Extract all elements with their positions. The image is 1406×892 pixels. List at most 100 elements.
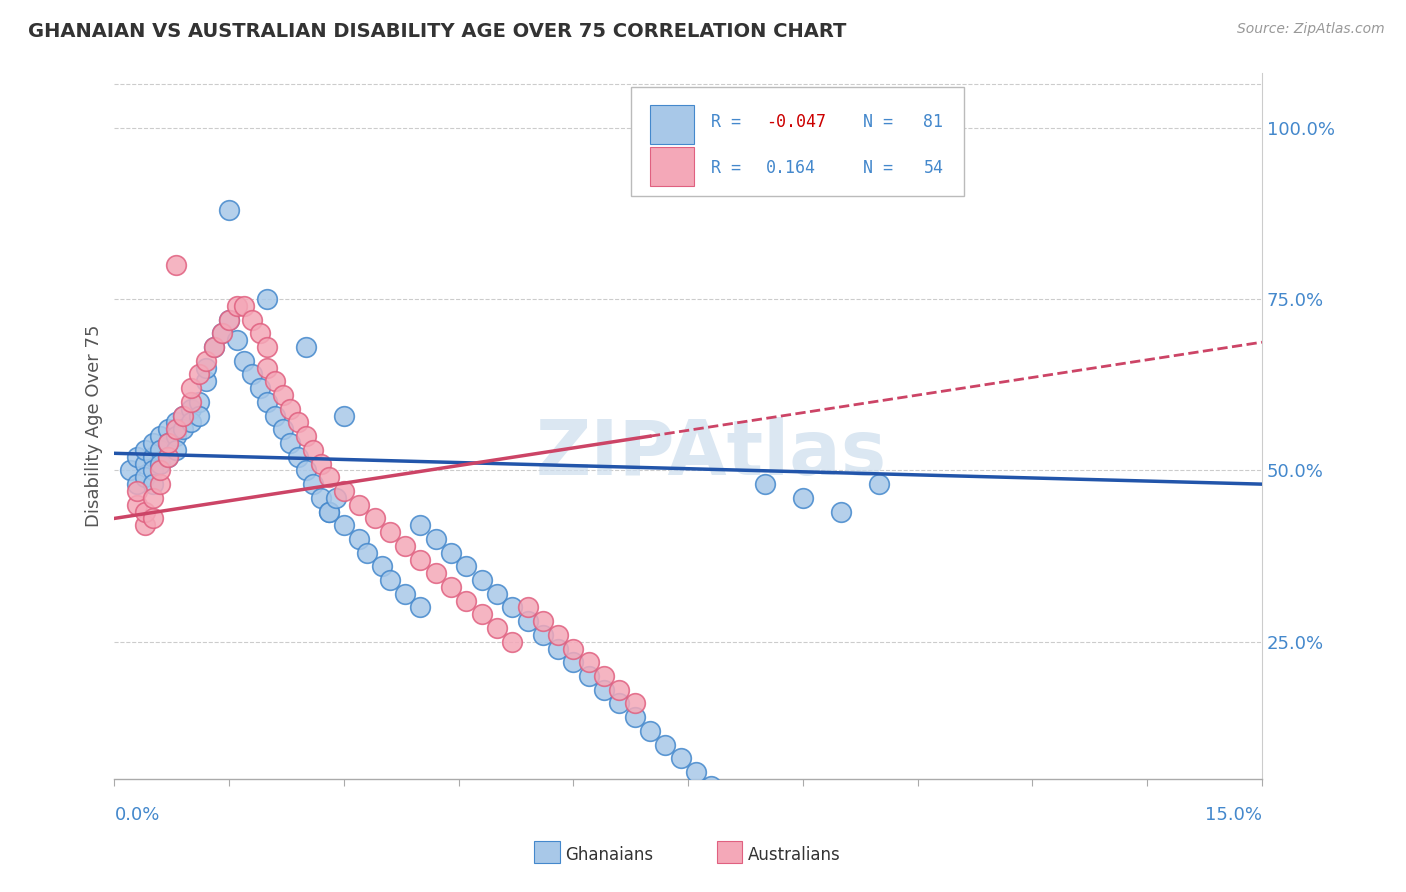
Point <box>271 422 294 436</box>
Point <box>271 388 294 402</box>
Point <box>280 401 302 416</box>
Point <box>309 457 332 471</box>
Point <box>516 614 538 628</box>
Point <box>180 416 202 430</box>
Point <box>172 409 194 423</box>
Point <box>211 326 233 341</box>
Point <box>134 470 156 484</box>
Point <box>211 326 233 341</box>
Point <box>172 422 194 436</box>
Point <box>333 518 356 533</box>
Point <box>623 697 645 711</box>
Point <box>294 340 316 354</box>
Point <box>195 360 218 375</box>
Point <box>409 518 432 533</box>
Point <box>356 546 378 560</box>
Point <box>716 792 738 806</box>
Point <box>149 463 172 477</box>
Point <box>562 641 585 656</box>
Point <box>180 381 202 395</box>
Point <box>180 401 202 416</box>
Point <box>165 416 187 430</box>
Point <box>501 600 523 615</box>
Point <box>218 202 240 217</box>
Point <box>485 587 508 601</box>
Point <box>378 525 401 540</box>
Point <box>156 450 179 464</box>
Point <box>156 436 179 450</box>
Point <box>333 483 356 498</box>
Text: 54: 54 <box>924 160 943 178</box>
Point <box>440 546 463 560</box>
Point <box>256 360 278 375</box>
Point <box>425 566 447 581</box>
Point <box>547 628 569 642</box>
Text: N =: N = <box>844 113 903 131</box>
Point <box>187 395 209 409</box>
Point <box>318 504 340 518</box>
Point <box>165 258 187 272</box>
Text: R =: R = <box>711 113 751 131</box>
Point <box>623 710 645 724</box>
Point <box>127 477 149 491</box>
Point <box>456 559 478 574</box>
Point <box>578 656 600 670</box>
Point <box>142 436 165 450</box>
Point <box>294 429 316 443</box>
Text: 15.0%: 15.0% <box>1205 806 1263 824</box>
Point <box>165 422 187 436</box>
Point <box>371 559 394 574</box>
Point <box>256 292 278 306</box>
Point <box>485 621 508 635</box>
Point <box>562 656 585 670</box>
Point <box>149 477 172 491</box>
Point <box>409 600 432 615</box>
Point <box>142 463 165 477</box>
Point <box>142 450 165 464</box>
Point <box>593 682 616 697</box>
Point <box>547 641 569 656</box>
Point <box>134 457 156 471</box>
Y-axis label: Disability Age Over 75: Disability Age Over 75 <box>86 325 103 527</box>
Point <box>264 409 287 423</box>
Point <box>149 457 172 471</box>
Point <box>868 477 890 491</box>
Point <box>378 573 401 587</box>
Point <box>456 593 478 607</box>
Point <box>149 429 172 443</box>
Point <box>607 697 630 711</box>
Text: ZIPAtlas: ZIPAtlas <box>536 417 887 491</box>
Point <box>685 764 707 779</box>
Point <box>202 340 225 354</box>
Point <box>669 751 692 765</box>
Point <box>593 669 616 683</box>
Text: R =: R = <box>711 160 761 178</box>
Point <box>240 312 263 326</box>
Point <box>156 436 179 450</box>
Text: Source: ZipAtlas.com: Source: ZipAtlas.com <box>1237 22 1385 37</box>
Point <box>218 312 240 326</box>
Point <box>394 587 416 601</box>
Point <box>607 682 630 697</box>
Point <box>202 340 225 354</box>
Point <box>309 491 332 505</box>
Point <box>409 552 432 566</box>
Point <box>325 491 347 505</box>
FancyBboxPatch shape <box>631 87 963 196</box>
Point <box>225 299 247 313</box>
Point <box>165 429 187 443</box>
Point <box>440 580 463 594</box>
Text: 0.164: 0.164 <box>766 160 817 178</box>
Point <box>531 614 554 628</box>
Point <box>264 375 287 389</box>
Point <box>830 504 852 518</box>
Point <box>156 422 179 436</box>
Point <box>172 409 194 423</box>
Point <box>700 779 723 793</box>
Point <box>240 368 263 382</box>
Point <box>134 518 156 533</box>
Point <box>394 539 416 553</box>
Point <box>195 375 218 389</box>
Point <box>142 511 165 525</box>
Point <box>287 416 309 430</box>
